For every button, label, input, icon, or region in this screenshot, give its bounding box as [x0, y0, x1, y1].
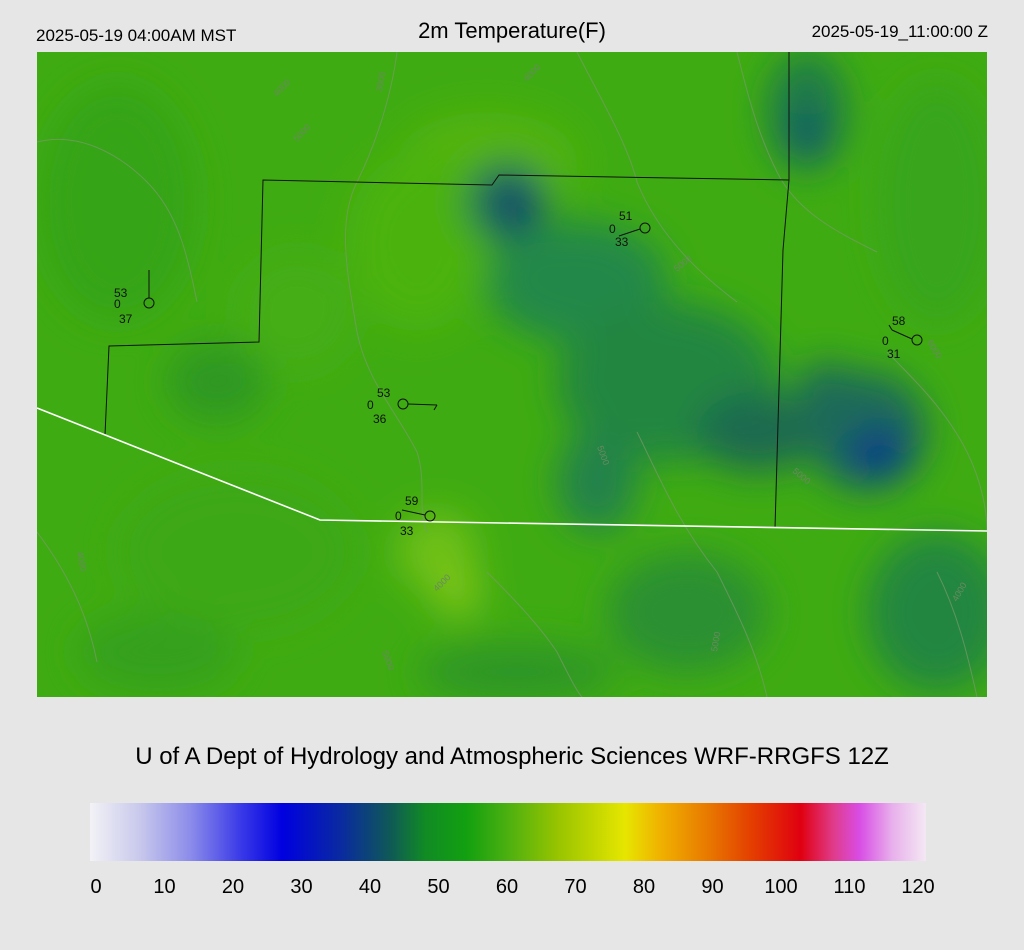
county-boundaries: [104, 52, 790, 529]
colorbar-tick-label: 10: [153, 876, 176, 898]
station-plot: 58 0 31: [882, 314, 923, 361]
station-dew: 33: [400, 524, 414, 538]
state-border: [37, 407, 987, 532]
station-code: 0: [609, 222, 616, 236]
colorbar-tick-label: 110: [833, 876, 866, 898]
station-temp: 51: [619, 209, 633, 223]
temperature-shading: [37, 52, 987, 697]
temperature-map: 3000 4000 4000 5000 5000 5000 5000 6000 …: [37, 52, 987, 697]
colorbar-tick-label: 80: [632, 876, 656, 898]
colorbar-tick-label: 120: [901, 876, 935, 898]
terrain-contours: [37, 52, 987, 697]
station-code: 0: [395, 509, 402, 523]
colorbar-gradient: [90, 803, 926, 861]
station-code: 0: [114, 297, 121, 311]
header: 2025-05-19 04:00AM MST 2m Temperature(F)…: [0, 0, 1024, 52]
colorbar-tick-label: 60: [495, 876, 519, 898]
station-code: 0: [882, 334, 889, 348]
station-plot: 59 0 33: [395, 494, 436, 538]
station-plots: 53 0 37 51 0 33 53 0 36: [114, 209, 923, 538]
footer-title: U of A Dept of Hydrology and Atmospheric…: [135, 743, 889, 770]
contour-label: 3000: [374, 71, 387, 92]
station-temp: 53: [377, 386, 391, 400]
colorbar: [90, 803, 926, 861]
colorbar-tick-label: 70: [564, 876, 587, 898]
contour-label: 4000: [75, 551, 88, 572]
colorbar-tick-label: 0: [90, 876, 102, 898]
station-dew: 33: [615, 235, 629, 249]
station-plot: 53 0 36: [367, 386, 438, 426]
station-code: 0: [367, 398, 374, 412]
station-plot: 53 0 37: [114, 270, 155, 326]
contour-label: 5000: [709, 631, 722, 652]
colorbar-tick-label: 40: [358, 876, 382, 898]
colorbar-tick-label: 100: [764, 876, 798, 898]
station-temp: 53: [114, 286, 128, 300]
map-title: 2m Temperature(F): [418, 18, 606, 43]
station-temp: 59: [405, 494, 419, 508]
station-dew: 36: [373, 412, 387, 426]
utc-time-label: 2025-05-19_11:00:00 Z: [811, 22, 988, 41]
local-time-label: 2025-05-19 04:00AM MST: [36, 26, 237, 45]
colorbar-tick-label: 90: [701, 876, 724, 898]
colorbar-ticks: 0 10 20 30 40 50 60 70 80 90 100 110 120: [0, 876, 1024, 900]
colorbar-tick-label: 50: [427, 876, 450, 898]
station-dew: 31: [887, 347, 901, 361]
colorbar-tick-label: 20: [221, 876, 245, 898]
station-temp: 58: [892, 314, 906, 328]
station-dew: 37: [119, 312, 133, 326]
station-plot: 51 0 33: [609, 209, 651, 249]
colorbar-tick-label: 30: [290, 876, 313, 898]
